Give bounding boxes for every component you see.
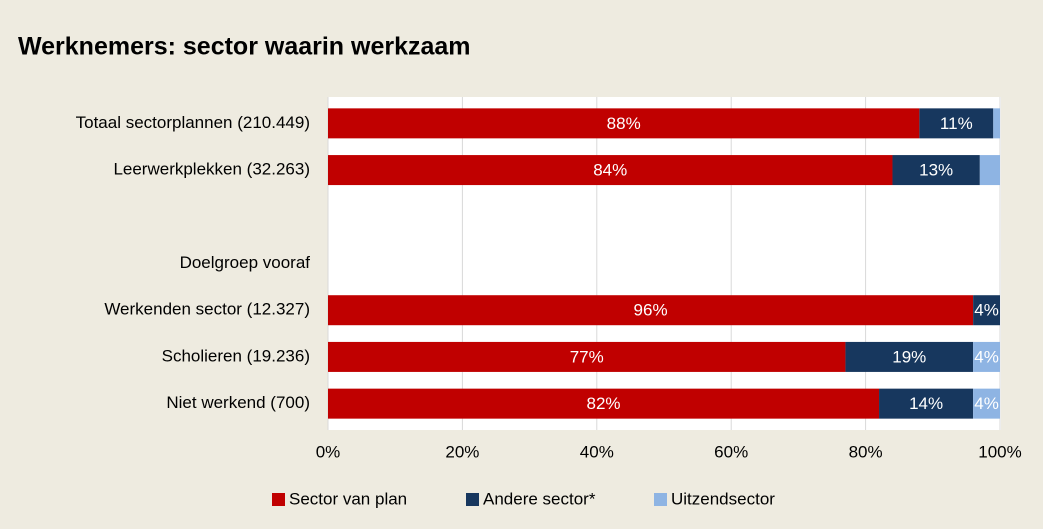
bar-segment (892, 155, 980, 186)
y-tick-label: Scholieren (19.236) (162, 346, 310, 365)
data-label: 82% (587, 394, 621, 413)
legend-label: Andere sector* (483, 489, 596, 508)
bar-segment (328, 388, 880, 419)
data-label: 88% (607, 114, 641, 133)
bar-segment (973, 341, 1000, 372)
y-tick-label: Niet werkend (700) (166, 393, 310, 412)
x-tick-label: 20% (445, 442, 479, 461)
bar-segment (328, 341, 846, 372)
y-tick-label: Leerwerkplekken (32.263) (113, 160, 310, 179)
data-label: 4% (974, 347, 999, 366)
x-tick-label: 60% (714, 442, 748, 461)
bar-segment (919, 108, 994, 139)
data-label: 11% (940, 114, 973, 133)
plot-area (328, 97, 1001, 430)
x-tick-label: 100% (978, 442, 1021, 461)
x-tick-label: 0% (316, 442, 341, 461)
bar-segment (328, 155, 893, 186)
y-tick-label: Doelgroep vooraf (180, 253, 311, 272)
y-tick-label: Totaal sectorplannen (210.449) (76, 113, 310, 132)
y-tick-label: Werkenden sector (12.327) (104, 300, 310, 319)
data-label: 19% (892, 347, 926, 366)
legend-swatch (272, 493, 285, 506)
data-label: 4% (974, 301, 999, 320)
x-tick-label: 40% (580, 442, 614, 461)
data-label: 13% (919, 161, 953, 180)
bar-segment (328, 295, 974, 326)
bar-segment (879, 388, 974, 419)
bar-segment (845, 341, 974, 372)
data-label: 84% (593, 161, 627, 180)
data-label: 4% (974, 394, 999, 413)
bar-segment (328, 108, 920, 139)
legend-swatch (654, 493, 667, 506)
bar-segment (973, 295, 1000, 326)
x-tick-label: 80% (849, 442, 883, 461)
legend-swatch (466, 493, 479, 506)
bar-segment (973, 388, 1000, 419)
bar-segment (993, 108, 1000, 139)
chart-title: Werknemers: sector waarin werkzaam (18, 33, 471, 61)
data-label: 96% (634, 301, 668, 320)
bar-segment (979, 155, 1000, 186)
data-label: 77% (570, 347, 604, 366)
legend-label: Uitzendsector (671, 489, 775, 508)
data-label: 14% (909, 394, 943, 413)
legend-label: Sector van plan (289, 489, 407, 508)
